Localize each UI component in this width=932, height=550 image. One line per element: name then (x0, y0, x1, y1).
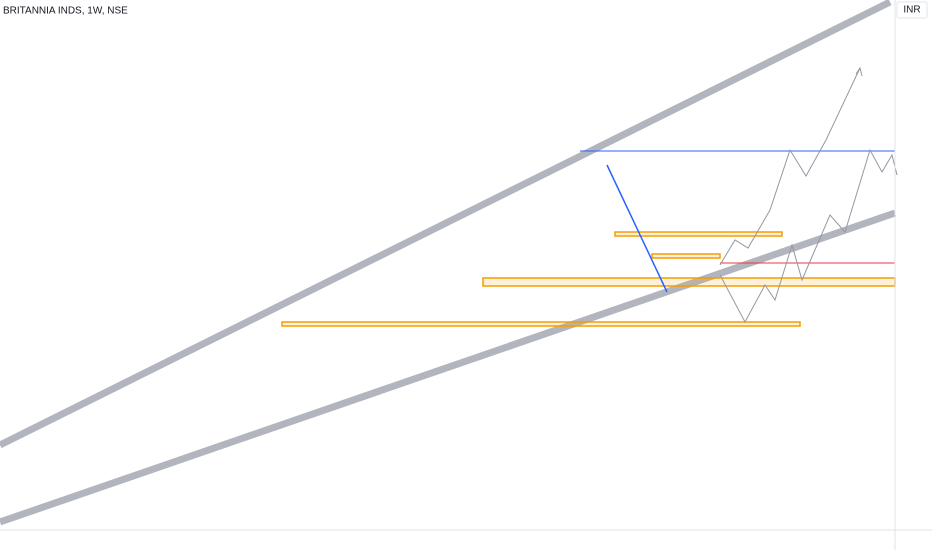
currency[interactable]: INR (903, 5, 920, 16)
projection (719, 67, 861, 266)
zone (651, 253, 721, 259)
currency-box[interactable] (896, 1, 928, 19)
zone (614, 231, 783, 237)
projection-arrow (855, 66, 863, 77)
projection (719, 148, 898, 324)
chart-title: BRITANNIA INDS, 1W, NSE (3, 6, 128, 17)
channel-upper (0, 0, 892, 449)
down-trend (606, 164, 668, 293)
drawings (0, 0, 898, 526)
zone (482, 277, 896, 287)
channel-lower (0, 209, 897, 526)
zone (281, 321, 801, 327)
